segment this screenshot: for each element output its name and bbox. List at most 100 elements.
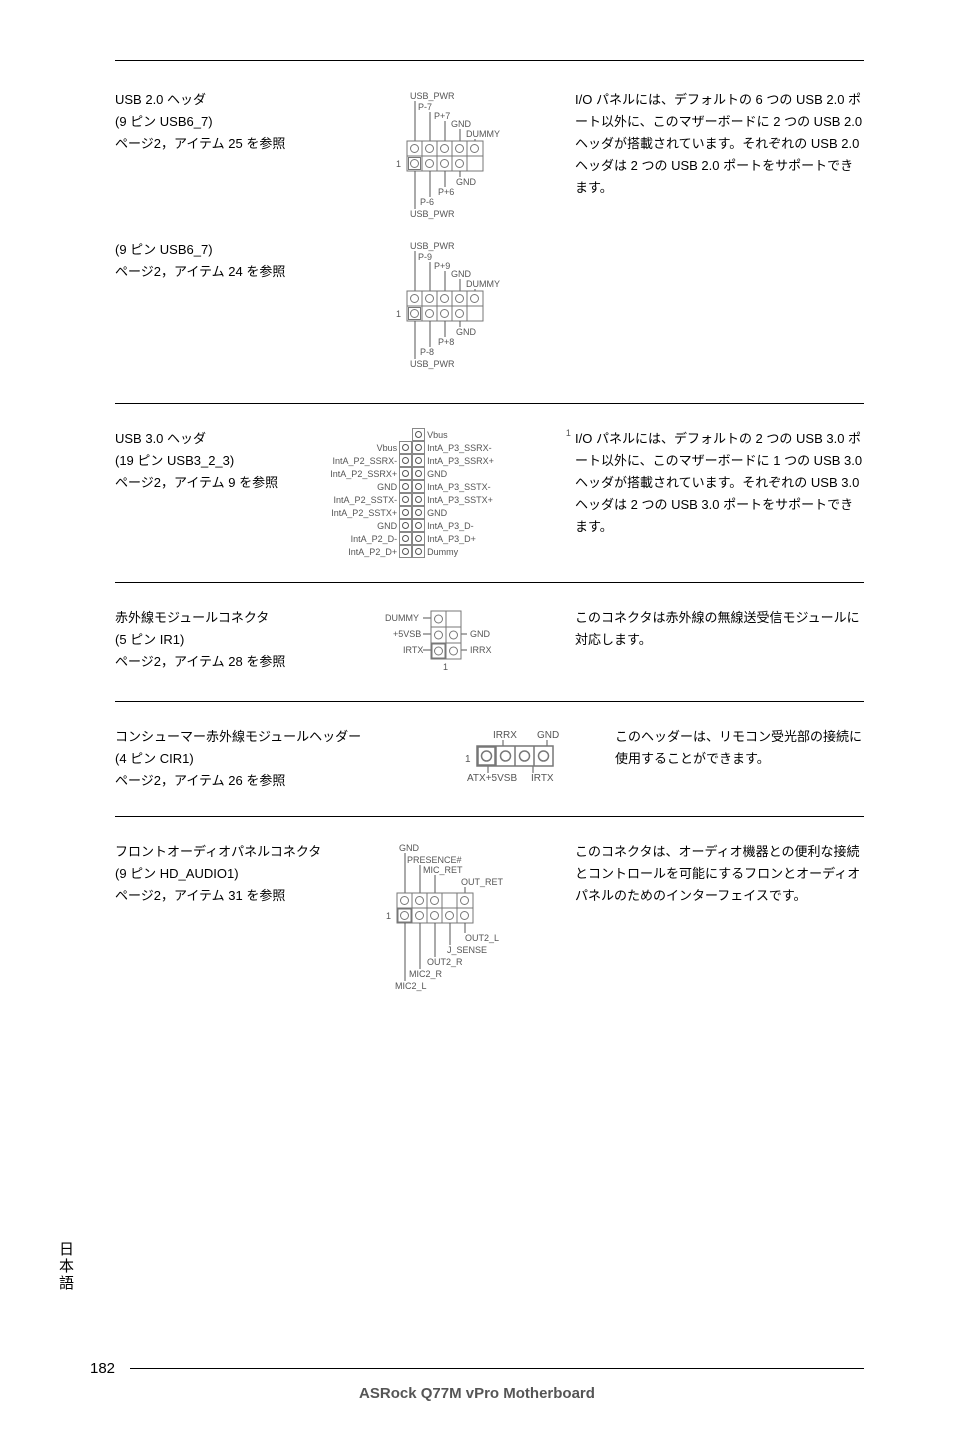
svg-text:MIC2_R: MIC2_R bbox=[409, 969, 443, 979]
audio-left: フロントオーディオパネルコネクタ (9 ピン HD_AUDIO1) ページ2，ア… bbox=[115, 841, 335, 907]
usb30-pinrow: IntA_P2_SSRX- IntA_P3_SSRX+ bbox=[329, 454, 494, 467]
page-number: 182 bbox=[90, 1360, 115, 1377]
svg-text:MIC2_L: MIC2_L bbox=[395, 981, 427, 991]
svg-text:DUMMY: DUMMY bbox=[385, 613, 419, 623]
usb30-pinrow: Vbus IntA_P3_SSRX- bbox=[329, 441, 494, 454]
lbl-one-a: 1 bbox=[396, 159, 401, 169]
usb30-pinbox bbox=[399, 545, 425, 558]
ir-one: 1 bbox=[443, 662, 448, 672]
lbl-p6: P-6 bbox=[420, 197, 434, 207]
svg-text:P+8: P+8 bbox=[438, 337, 454, 347]
svg-text:OUT2_L: OUT2_L bbox=[465, 933, 499, 943]
usb30-right-label: GND bbox=[425, 469, 447, 479]
usb30-pinrow: IntA_P2_D+Dummy bbox=[329, 545, 494, 558]
usb30-left-label: GND bbox=[329, 482, 399, 492]
usb30-right-label: IntA_P3_SSRX- bbox=[425, 443, 492, 453]
sep1 bbox=[115, 403, 864, 404]
usb30-left: USB 3.0 ヘッダ (19 ピン USB3_2_3) ページ2，アイテム 9… bbox=[115, 428, 335, 494]
usb20b-pins: (9 ピン USB6_7) bbox=[115, 239, 335, 261]
svg-text:USB_PWR: USB_PWR bbox=[410, 241, 455, 251]
ir-pins: (5 ピン IR1) bbox=[115, 629, 335, 651]
svg-text:OUT_RET: OUT_RET bbox=[461, 877, 504, 887]
section-usb30: USB 3.0 ヘッダ (19 ピン USB3_2_3) ページ2，アイテム 9… bbox=[115, 428, 864, 558]
usb30-pinrow: IntA_P2_SSRX+ GND bbox=[329, 467, 494, 480]
audio-pins: (9 ピン HD_AUDIO1) bbox=[115, 863, 335, 885]
usb30-left-label: IntA_P2_D- bbox=[329, 534, 399, 544]
svg-text:1: 1 bbox=[396, 309, 401, 319]
ir-desc: このコネクタは赤外線の無線送受信モジュールに対応します。 bbox=[565, 607, 864, 651]
svg-text:GND: GND bbox=[537, 730, 559, 741]
lbl-usbpwr-t: USB_PWR bbox=[410, 91, 455, 101]
ir-left: 赤外線モジュールコネクタ (5 ピン IR1) ページ2，アイテム 28 を参照 bbox=[115, 607, 335, 673]
top-rule bbox=[115, 60, 864, 61]
usb30-right-label: Vbus bbox=[425, 430, 448, 440]
usb30-right-label: IntA_P3_SSTX+ bbox=[425, 495, 493, 505]
usb30-pins: (19 ピン USB3_2_3) bbox=[115, 450, 335, 472]
usb30-pinrow: Vbus bbox=[329, 428, 494, 441]
usb30-left-label: IntA_P2_SSRX- bbox=[329, 456, 399, 466]
svg-text:PRESENCE#: PRESENCE# bbox=[407, 855, 462, 865]
usb20a-pins: (9 ピン USB6_7) bbox=[115, 111, 335, 133]
lbl-p7: P-7 bbox=[418, 102, 432, 112]
usb30-pinbox bbox=[399, 480, 425, 493]
usb30-title: USB 3.0 ヘッダ bbox=[115, 428, 335, 450]
svg-text:GND: GND bbox=[399, 843, 420, 853]
usb30-left-label: Vbus bbox=[329, 443, 399, 453]
svg-text:IRTX: IRTX bbox=[531, 773, 554, 784]
svg-text:IRRX: IRRX bbox=[470, 645, 492, 655]
usb30-left-label: GND bbox=[329, 521, 399, 531]
svg-text:GND: GND bbox=[451, 269, 472, 279]
svg-text:DUMMY: DUMMY bbox=[466, 279, 500, 289]
usb30-pinrow: IntA_P2_SSTX+ GND bbox=[329, 506, 494, 519]
usb30-right-label: IntA_P3_D- bbox=[425, 521, 474, 531]
lbl-pp6: P+6 bbox=[438, 187, 454, 197]
footer: ASRock Q77M vPro Motherboard bbox=[0, 1385, 954, 1402]
section-usb20a: USB 2.0 ヘッダ (9 ピン USB6_7) ページ2，アイテム 25 を… bbox=[115, 89, 864, 229]
section-audio: フロントオーディオパネルコネクタ (9 ピン HD_AUDIO1) ページ2，ア… bbox=[115, 841, 864, 1001]
ir-title: 赤外線モジュールコネクタ bbox=[115, 607, 335, 629]
cir-pins: (4 ピン CIR1) bbox=[115, 748, 455, 770]
usb30-desc: I/O パネルには、デフォルトの 2 つの USB 3.0 ポート以外に、このマ… bbox=[565, 428, 864, 538]
usb30-left-label: IntA_P2_SSRX+ bbox=[329, 469, 399, 479]
audio-desc: このコネクタは、オーディオ機器との便利な接続とコントロールを可能にするフロンとオ… bbox=[565, 841, 864, 907]
lbl-gnd-b: GND bbox=[456, 177, 477, 187]
usb30-ref: ページ2，アイテム 9 を参照 bbox=[115, 472, 335, 494]
usb30-left-label: IntA_P2_SSTX- bbox=[329, 495, 399, 505]
usb30-pinbox bbox=[399, 428, 425, 441]
usb20a-ref: ページ2，アイテム 25 を参照 bbox=[115, 133, 335, 155]
cir-left: コンシューマー赤外線モジュールヘッダー (4 ピン CIR1) ページ2，アイテ… bbox=[115, 726, 455, 792]
svg-text:OUT2_R: OUT2_R bbox=[427, 957, 463, 967]
usb30-right-label: IntA_P3_D+ bbox=[425, 534, 476, 544]
cir-title: コンシューマー赤外線モジュールヘッダー bbox=[115, 726, 455, 748]
usb30-left-label: IntA_P2_SSTX+ bbox=[329, 508, 399, 518]
usb30-pinbox bbox=[399, 493, 425, 506]
section-ir: 赤外線モジュールコネクタ (5 ピン IR1) ページ2，アイテム 28 を参照… bbox=[115, 607, 864, 677]
usb20a-diagram: USB_PWR P-7 P+7 GND DUMMY bbox=[335, 89, 565, 229]
lbl-pp7: P+7 bbox=[434, 111, 450, 121]
svg-text:ATX+5VSB: ATX+5VSB bbox=[467, 773, 517, 784]
svg-text:P-8: P-8 bbox=[420, 347, 434, 357]
section-cir: コンシューマー赤外線モジュールヘッダー (4 ピン CIR1) ページ2，アイテ… bbox=[115, 726, 864, 792]
svg-text:USB_PWR: USB_PWR bbox=[410, 359, 455, 369]
usb30-pinbox bbox=[399, 467, 425, 480]
cir-desc: このヘッダーは、リモコン受光部の接続に使用することができます。 bbox=[585, 726, 864, 770]
sep3 bbox=[115, 701, 864, 702]
usb30-right-label: IntA_P3_SSRX+ bbox=[425, 456, 494, 466]
usb30-pinbox bbox=[399, 506, 425, 519]
usb30-left-label: IntA_P2_D+ bbox=[329, 547, 399, 557]
usb20b-left: (9 ピン USB6_7) ページ2，アイテム 24 を参照 bbox=[115, 239, 335, 283]
usb30-pinrow: GND IntA_P3_D- bbox=[329, 519, 494, 532]
usb30-right-label: GND bbox=[425, 508, 447, 518]
lbl-dummy: DUMMY bbox=[466, 129, 500, 139]
page-rule bbox=[130, 1368, 864, 1369]
usb30-pinbox bbox=[399, 519, 425, 532]
svg-text:MIC_RET: MIC_RET bbox=[423, 865, 463, 875]
usb30-pinrow: GNDIntA_P3_SSTX- bbox=[329, 480, 494, 493]
svg-text:P-9: P-9 bbox=[418, 252, 432, 262]
sep2 bbox=[115, 582, 864, 583]
svg-text:GND: GND bbox=[470, 629, 491, 639]
lbl-gnd-t: GND bbox=[451, 119, 472, 129]
usb30-pinrow: IntA_P2_D- IntA_P3_D+ bbox=[329, 532, 494, 545]
sep4 bbox=[115, 816, 864, 817]
usb30-diagram: VbusVbusIntA_P3_SSRX-IntA_P2_SSRX-IntA_P… bbox=[335, 428, 565, 558]
